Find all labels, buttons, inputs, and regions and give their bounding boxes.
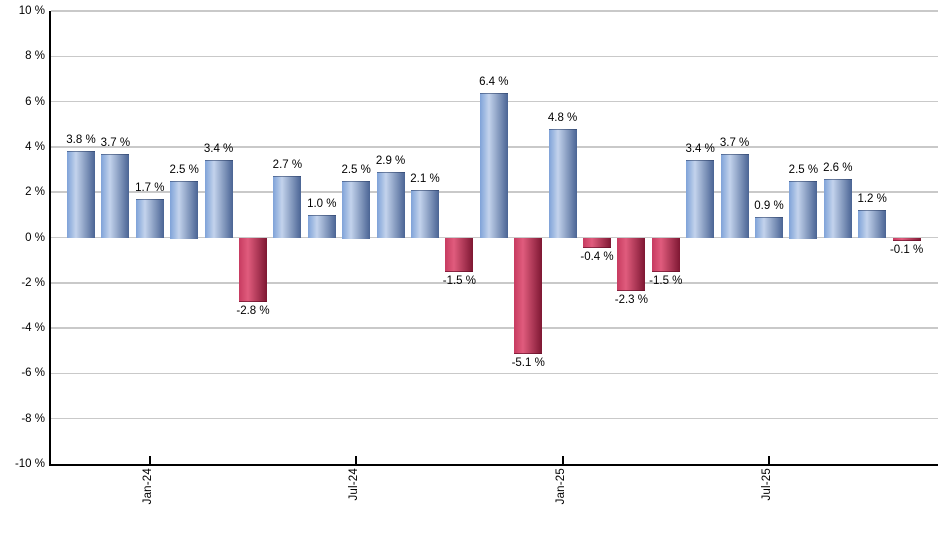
y-axis-tick-label: -8 % [21,412,45,425]
bar-value-label: -0.1 % [889,243,924,256]
bar-value-label: -1.5 % [442,275,477,288]
bar-Nov-25 [892,237,921,241]
y-axis-tick-label: 6 % [25,95,45,108]
bar-value-label: -0.4 % [580,250,614,263]
x-axis-tick [148,456,151,464]
bar-value-label: 2.6 % [823,161,853,174]
bar-Feb-24 [170,180,199,239]
bar-May-25 [686,160,715,239]
bar-value-label: 2.7 % [272,159,303,172]
bar-value-label: 2.5 % [341,163,371,176]
bar-Mar-25 [617,237,646,291]
bar-value-label: -2.8 % [236,304,270,317]
bar-value-label: 3.7 % [100,136,131,149]
bar-Jul-25 [755,217,783,239]
bar-Apr-24 [239,237,267,302]
bar-Mar-24 [204,160,233,239]
x-axis-tick [355,456,358,464]
gridline-10pct [51,10,938,12]
bar-Nov-24 [479,92,508,239]
gridline-8pct [51,55,938,58]
x-axis-tick-label: Jan-24 [141,468,154,505]
bar-Jun-25 [720,153,749,239]
bar-Apr-25 [651,237,680,273]
plot-area: 3.8 % 3.7 % 1.7 % 2.5 % 3.4 % -2.8 % 2.7 % 1.0 … [49,10,938,466]
bar-value-label: 2.5 % [169,163,199,176]
bar-Feb-25 [583,237,611,248]
bar-Jan-25 [548,128,577,239]
y-axis-tick-label: -4 % [21,322,45,335]
bar-May-24 [273,176,302,239]
bar-value-label: 3.4 % [685,143,715,156]
y-axis-tick-label: 4 % [25,140,45,153]
bar-Jun-24 [307,214,336,239]
bar-value-label: 1.0 % [307,197,337,210]
bar-value-label: 3.4 % [203,143,234,156]
bar-Jul-24 [342,180,371,239]
bar-value-label: 3.7 % [719,136,750,149]
bar-value-label: 4.8 % [547,111,578,124]
bar-Nov-23 [67,151,95,239]
y-axis-tick-label: 10 % [18,5,45,17]
bar-value-label: -1.5 % [649,275,683,288]
x-axis-tick-label: Jul-24 [348,468,361,501]
bar-value-label: 2.9 % [375,154,406,167]
bar-value-label: 1.2 % [857,193,887,206]
x-axis-tick-label: Jul-25 [761,468,773,501]
bar-Dec-24 [514,237,543,354]
bar-value-label: 3.8 % [66,134,96,147]
bar-Aug-25 [789,180,818,239]
bar-Jan-24 [135,198,164,239]
bar-value-label: 2.5 % [788,163,819,176]
bar-value-label: 6.4 % [479,75,509,88]
y-axis-tick-label: -2 % [21,276,45,289]
gridline--8pct [51,417,938,420]
y-axis-tick-label: 0 % [25,231,45,244]
gridline--2pct [51,282,938,284]
bar-Aug-24 [376,171,405,239]
x-axis-tick-label: Jan-25 [554,468,567,505]
y-axis-tick-label: -10 % [14,458,45,470]
bar-value-label: 2.1 % [410,172,440,185]
bar-Sep-24 [411,189,439,239]
gridline--4pct [51,327,938,329]
gridline--6pct [51,372,938,375]
y-axis-tick-label: 2 % [25,186,45,199]
bar-Dec-23 [101,153,130,239]
bar-value-label: 0.9 % [754,200,784,213]
bar-value-label: -2.3 % [614,293,649,306]
bar-Oct-24 [445,237,474,273]
bar-value-label: -5.1 % [511,357,545,369]
bar-Sep-25 [823,178,852,239]
x-axis-tick [561,456,564,464]
y-axis-tick-label: 8 % [25,50,45,63]
bar-Oct-25 [858,210,887,239]
x-axis-tick [768,456,770,464]
bar-value-label: 1.7 % [135,181,165,194]
y-axis-tick-label: -6 % [21,367,45,380]
